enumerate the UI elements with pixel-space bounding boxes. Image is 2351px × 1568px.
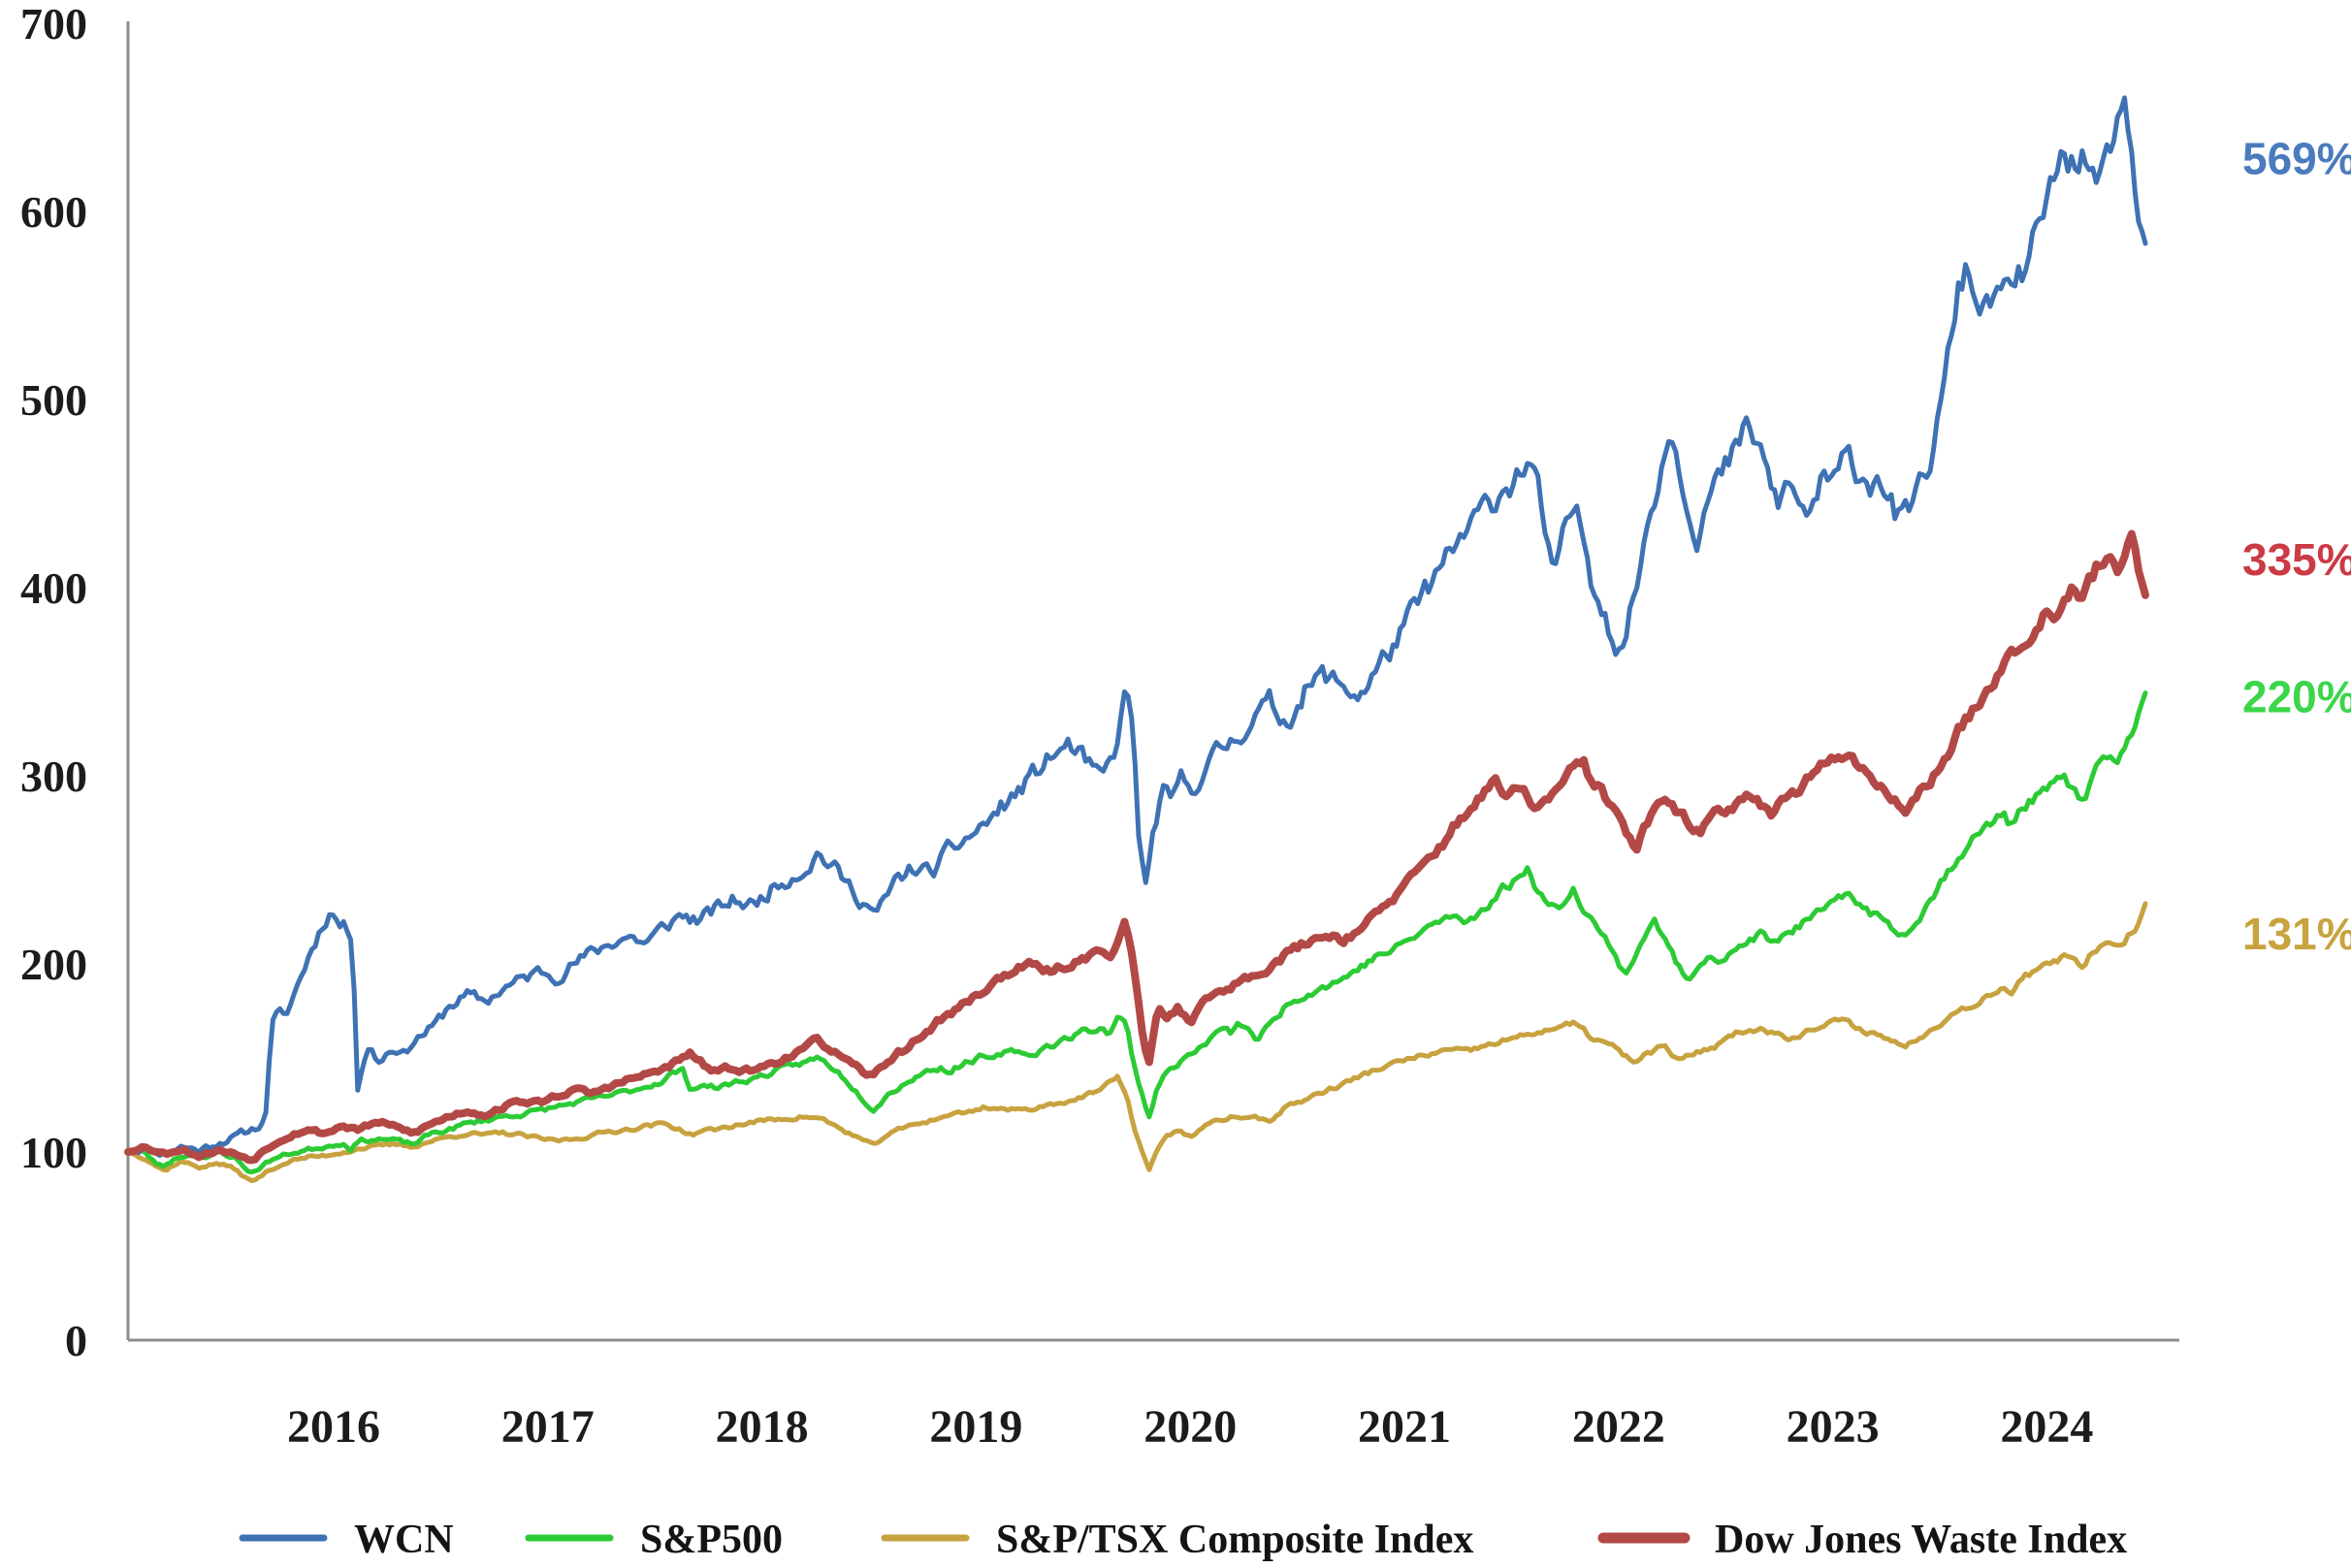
- x-axis-label-2024: 2024: [2000, 1401, 2093, 1453]
- series-line-s-p500: [125, 690, 2148, 1175]
- x-axis-label-2023: 2023: [1787, 1401, 1880, 1453]
- y-axis-label-400: 400: [20, 563, 87, 613]
- x-axis-label-2018: 2018: [716, 1401, 809, 1453]
- y-axis-label-500: 500: [20, 375, 87, 425]
- x-axis-label-2021: 2021: [1358, 1401, 1451, 1453]
- end-label-s-p-tsx-composite-index: 131%: [2242, 909, 2351, 959]
- y-axis-label-0: 0: [65, 1316, 87, 1365]
- legend-label-wcn: WCN: [354, 1518, 454, 1562]
- legend-item-wcn: WCN: [239, 1518, 454, 1562]
- series-line-wcn: [125, 95, 2148, 1158]
- legend-label-s-p-tsx-composite-index: S&P/TSX Composite Index: [996, 1518, 1473, 1562]
- end-label-s-p500: 220%: [2242, 672, 2351, 722]
- y-axis-label-200: 200: [20, 940, 87, 989]
- series-lines: [124, 95, 2149, 1184]
- legend: WCN S&P500 S&P/TSX Composite Index Dow Jone…: [239, 1518, 2127, 1562]
- x-axis-labels: 2016 2017 2018 2019 2020 2021 2022 2023 2024: [287, 1401, 2093, 1453]
- legend-item-s-p500: S&P500: [525, 1518, 783, 1562]
- legend-item-dow-jones-waste-index: Dow Jones Waste Index: [1597, 1518, 2127, 1562]
- end-label-dow-jones-waste-index: 335%: [2242, 534, 2351, 585]
- series-line-dow-jones-waste-index: [124, 529, 2149, 1165]
- y-axis-label-100: 100: [20, 1128, 87, 1177]
- legend-label-dow-jones-waste-index: Dow Jones Waste Index: [1715, 1518, 2127, 1562]
- legend-item-s-p-tsx-composite-index: S&P/TSX Composite Index: [881, 1518, 1473, 1562]
- x-axis-label-2020: 2020: [1143, 1401, 1237, 1453]
- series-end-labels: 569% 220% 131% 335%: [2242, 134, 2351, 959]
- y-axis-label-600: 600: [20, 187, 87, 237]
- x-axis-label-2022: 2022: [1572, 1401, 1665, 1453]
- y-axis-labels: 0 100 200 300 400 500 600 700: [20, 0, 87, 1365]
- end-label-wcn: 569%: [2242, 134, 2351, 184]
- series-line-s-p-tsx-composite-index: [125, 901, 2148, 1184]
- x-axis-label-2017: 2017: [501, 1401, 595, 1453]
- x-axis-label-2019: 2019: [929, 1401, 1022, 1453]
- y-axis-label-700: 700: [20, 0, 87, 48]
- legend-label-s-p500: S&P500: [640, 1518, 783, 1562]
- y-axis-label-300: 300: [20, 752, 87, 801]
- x-axis-label-2016: 2016: [287, 1401, 380, 1453]
